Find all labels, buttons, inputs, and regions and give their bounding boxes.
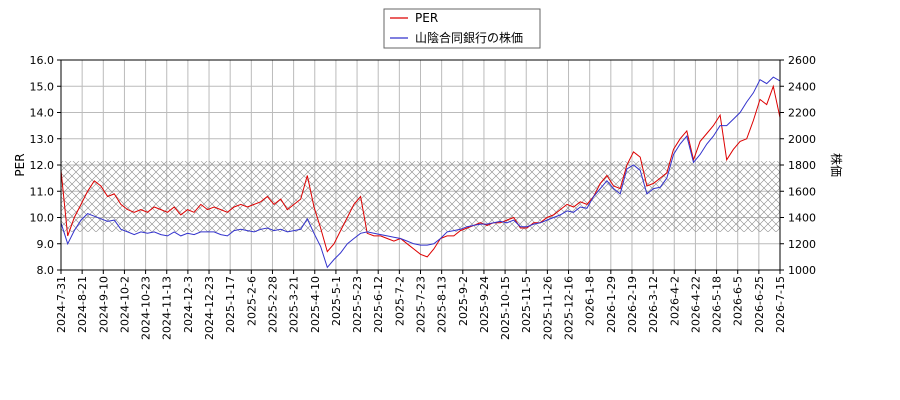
x-tick-label: 2026-4-22 xyxy=(689,276,702,333)
series-line-per xyxy=(61,84,780,258)
x-tick-label: 2025-6-12 xyxy=(372,276,385,333)
x-tick-label: 2025-12-16 xyxy=(563,276,576,340)
y-left-tick-label: 16.0 xyxy=(30,54,55,67)
x-tick-label: 2024-12-3 xyxy=(182,276,195,333)
legend-label-per: PER xyxy=(415,11,438,25)
x-tick-label: 2025-4-10 xyxy=(309,276,322,333)
x-tick-label: 2025-8-13 xyxy=(436,276,449,333)
y-right-tick-label: 2200 xyxy=(788,107,816,120)
x-tick-label: 2025-5-23 xyxy=(351,276,364,333)
y-axis-left-ticks: 8.0 9.0 10.0 11.0 12.0 13.0 14.0 15.0 16.0 xyxy=(30,54,61,277)
x-tick-label: 2024-7-31 xyxy=(55,276,68,333)
x-tick-label: 2025-5-1 xyxy=(330,276,343,326)
legend: PER 山陰合同銀行の株価 xyxy=(383,8,541,49)
x-tick-label: 2026-7-15 xyxy=(774,276,787,333)
y-left-tick-label: 9.0 xyxy=(37,238,55,251)
legend-box xyxy=(383,8,541,49)
x-tick-label: 2024-10-2 xyxy=(118,276,131,333)
shaded-range-band xyxy=(61,161,780,232)
x-tick-label: 2025-3-21 xyxy=(288,276,301,333)
x-tick-label: 2024-8-21 xyxy=(76,276,89,333)
y-left-tick-label: 8.0 xyxy=(37,264,55,277)
y-left-tick-label: 14.0 xyxy=(30,107,55,120)
y-left-tick-label: 15.0 xyxy=(30,80,55,93)
x-tick-label: 2025-11-5 xyxy=(520,276,533,333)
y-right-tick-label: 2400 xyxy=(788,80,816,93)
x-axis-ticks: 2024-7-31 2024-8-21 2024-9-10 2024-10-2 2024… xyxy=(55,270,787,340)
y-right-tick-label: 2600 xyxy=(788,54,816,67)
y-left-tick-label: 12.0 xyxy=(30,159,55,172)
series-lines xyxy=(61,76,780,269)
x-tick-label: 2025-9-24 xyxy=(478,276,491,333)
x-tick-label: 2025-10-15 xyxy=(499,276,512,340)
x-tick-label: 2026-6-25 xyxy=(753,276,766,333)
x-tick-label: 2025-9-2 xyxy=(457,276,470,326)
x-tick-label: 2024-11-13 xyxy=(161,276,174,340)
x-tick-label: 2025-11-26 xyxy=(541,276,554,340)
shaded-band xyxy=(61,161,780,232)
y-axis-left-title: PER xyxy=(13,153,27,176)
x-tick-label: 2025-2-28 xyxy=(267,276,280,333)
x-tick-label: 2025-7-23 xyxy=(415,276,428,333)
y-right-tick-label: 1600 xyxy=(788,185,816,198)
x-tick-label: 2025-2-6 xyxy=(245,276,258,326)
x-tick-label: 2026-3-12 xyxy=(647,276,660,333)
y-right-tick-label: 1400 xyxy=(788,212,816,225)
y-axis-right-ticks: 1000 1200 1400 1600 1800 2000 2200 2400 2600 xyxy=(780,54,816,277)
x-tick-label: 2024-10-23 xyxy=(140,276,153,340)
y-axis-right-title: 株価 xyxy=(829,153,844,177)
x-tick-label: 2026-2-19 xyxy=(626,276,639,333)
legend-label-price: 山陰合同銀行の株価 xyxy=(415,30,523,45)
y-left-tick-label: 10.0 xyxy=(30,212,55,225)
y-right-tick-label: 1000 xyxy=(788,264,816,277)
y-right-tick-label: 1200 xyxy=(788,238,816,251)
x-tick-label: 2024-12-23 xyxy=(203,276,216,340)
x-tick-label: 2026-5-18 xyxy=(711,276,724,333)
x-tick-label: 2026-6-5 xyxy=(732,276,745,326)
x-tick-label: 2026-1-29 xyxy=(605,276,618,333)
x-tick-label: 2026-1-8 xyxy=(584,276,597,326)
y-right-tick-label: 2000 xyxy=(788,133,816,146)
x-tick-label: 2025-7-2 xyxy=(393,276,406,326)
x-tick-label: 2025-1-17 xyxy=(224,276,237,333)
x-tick-label: 2024-9-10 xyxy=(97,276,110,333)
x-tick-label: 2026-4-2 xyxy=(668,276,681,326)
y-left-tick-label: 11.0 xyxy=(30,185,55,198)
y-right-tick-label: 1800 xyxy=(788,159,816,172)
series-line-price xyxy=(61,76,780,269)
y-left-tick-label: 13.0 xyxy=(30,133,55,146)
